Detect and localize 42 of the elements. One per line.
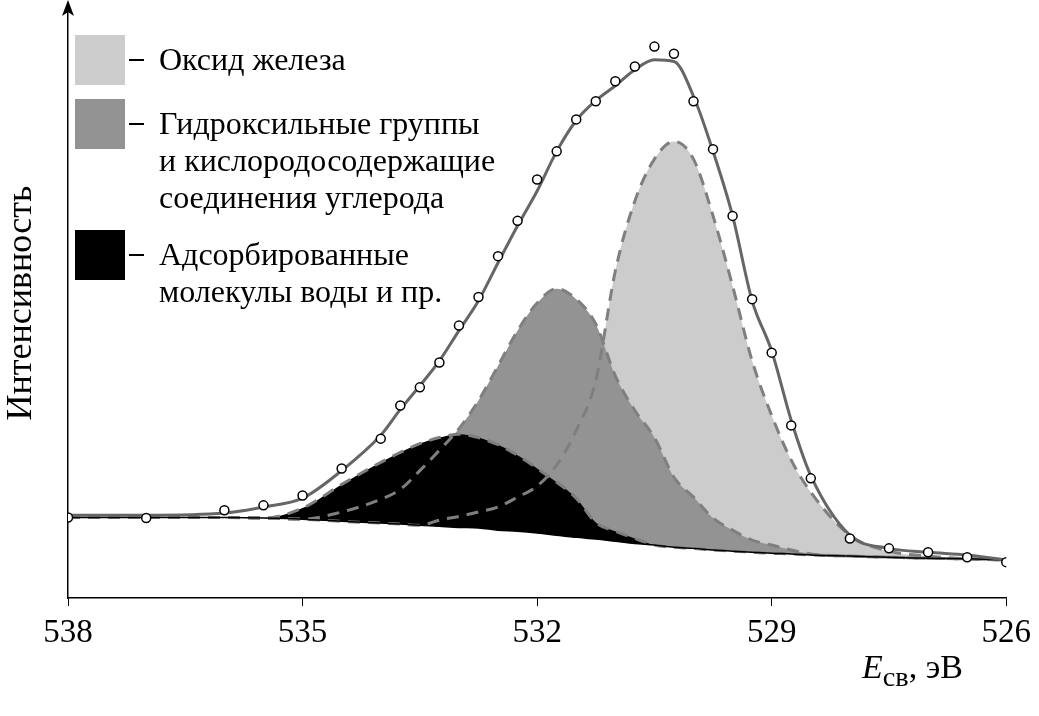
point (883, 543, 895, 554)
point (610, 76, 621, 87)
point (785, 420, 797, 431)
point (375, 433, 386, 444)
point (844, 533, 856, 544)
point (492, 250, 504, 262)
x-tick-label: 538 (43, 613, 93, 650)
point (922, 546, 934, 558)
point (531, 174, 543, 185)
x-tick-label: 529 (746, 613, 797, 650)
legend-label: Гидроксильные группы и кислородосодержащие соединения углерода (159, 104, 497, 216)
point (414, 382, 426, 393)
point (961, 551, 973, 563)
point (453, 320, 465, 331)
point (590, 95, 602, 107)
legend-label: Адсорбированные молекулы воды и пр. (159, 235, 444, 310)
point (707, 143, 719, 155)
point (473, 291, 484, 303)
point (512, 215, 523, 227)
x-tick-label: 526 (981, 613, 1031, 650)
y-axis-title: Интенсивность (0, 185, 40, 421)
point (688, 95, 699, 107)
point (570, 114, 582, 125)
point (649, 41, 660, 52)
point (629, 61, 641, 72)
point (551, 146, 562, 157)
point (219, 505, 230, 516)
point (668, 48, 680, 60)
point (746, 293, 758, 305)
point (805, 473, 817, 484)
x-axis-title: E$_{св}$, эВ (862, 648, 964, 693)
point (395, 400, 406, 411)
x-tick-label: 532 (512, 613, 562, 650)
point (140, 512, 152, 524)
point (727, 210, 738, 222)
x-tick-label: 535 (277, 613, 328, 650)
legend-label: Оксид железа (159, 40, 347, 78)
point (434, 357, 445, 368)
point (766, 347, 777, 358)
point (258, 500, 269, 511)
point (336, 463, 347, 474)
point (297, 490, 308, 501)
